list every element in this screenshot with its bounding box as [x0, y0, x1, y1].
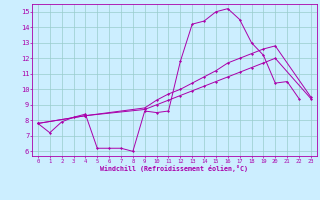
X-axis label: Windchill (Refroidissement éolien,°C): Windchill (Refroidissement éolien,°C): [100, 165, 248, 172]
